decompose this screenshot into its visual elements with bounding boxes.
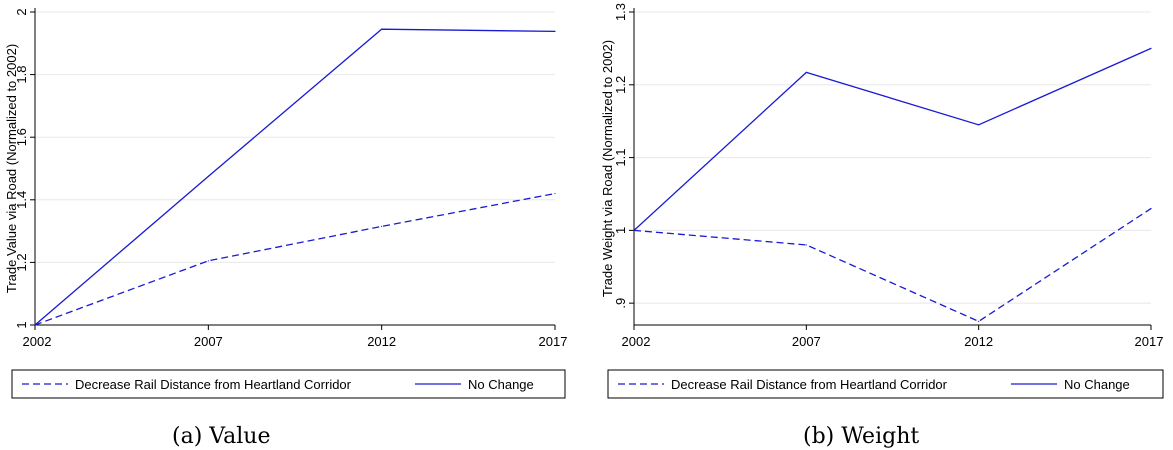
legend-label: No Change bbox=[1064, 377, 1130, 392]
data-point bbox=[381, 28, 383, 30]
series-line-decrease-rail-distance bbox=[633, 207, 1152, 323]
y-tick-label: 1.4 bbox=[14, 191, 29, 209]
legend-label: Decrease Rail Distance from Heartland Co… bbox=[75, 377, 352, 392]
y-tick-label: 1.1 bbox=[613, 149, 628, 167]
data-point bbox=[554, 192, 556, 195]
data-point bbox=[1150, 47, 1152, 49]
data-point bbox=[978, 124, 980, 126]
legend: Decrease Rail Distance from Heartland Co… bbox=[607, 369, 1164, 399]
panel-caption: (b) Weight bbox=[803, 424, 919, 449]
legend-box bbox=[11, 369, 566, 399]
data-point bbox=[554, 30, 556, 33]
y-axis-title: Trade Value via Road (Normalized to 2002… bbox=[4, 44, 19, 293]
series-line-decrease-rail-distance bbox=[34, 192, 556, 326]
y-tick-label: 1 bbox=[14, 321, 29, 328]
data-point bbox=[207, 175, 209, 177]
data-point bbox=[805, 71, 807, 74]
data-point bbox=[207, 260, 209, 262]
panel-caption: (a) Value bbox=[172, 424, 270, 449]
y-tick-label: 1.2 bbox=[14, 253, 29, 271]
x-tick-label: 2017 bbox=[539, 334, 568, 349]
y-tick-label: 1 bbox=[613, 227, 628, 234]
chart-panel-weight: .9 1 1.1 1.2 1.3 2002 2007 2012 2017 Trade Weight… bbox=[600, 3, 1164, 449]
data-point bbox=[805, 244, 807, 246]
legend-box bbox=[607, 369, 1164, 399]
x-tick-label: 2012 bbox=[367, 334, 396, 349]
y-tick-label: 1.6 bbox=[14, 128, 29, 146]
x-tick-label: 2002 bbox=[622, 334, 651, 349]
series-line-no-change bbox=[633, 47, 1152, 231]
y-tick-label: 1.3 bbox=[613, 3, 628, 21]
x-tick-label: 2007 bbox=[792, 334, 821, 349]
data-point bbox=[978, 320, 980, 322]
legend-label: Decrease Rail Distance from Heartland Co… bbox=[671, 377, 948, 392]
data-point bbox=[1150, 207, 1152, 210]
x-tick-label: 2007 bbox=[194, 334, 223, 349]
legend-label: No Change bbox=[468, 377, 534, 392]
x-tick-label: 2012 bbox=[964, 334, 993, 349]
y-tick-label: 1.2 bbox=[613, 76, 628, 94]
chart-panel-value: 1 1.2 1.4 1.6 1.8 2 2002 2007 2012 2017 Trade Valu… bbox=[4, 8, 567, 449]
y-axis-title: Trade Weight via Road (Normalized to 200… bbox=[600, 40, 615, 297]
series-line-no-change bbox=[34, 28, 556, 326]
data-point bbox=[34, 324, 36, 326]
y-tick-label: .9 bbox=[613, 298, 628, 309]
x-tick-label: 2002 bbox=[23, 334, 52, 349]
legend: Decrease Rail Distance from Heartland Co… bbox=[11, 369, 566, 399]
y-tick-label: 2 bbox=[14, 8, 29, 15]
data-point bbox=[381, 225, 383, 228]
data-point bbox=[633, 229, 635, 231]
y-tick-label: 1.8 bbox=[14, 66, 29, 84]
x-tick-label: 2017 bbox=[1135, 334, 1164, 349]
